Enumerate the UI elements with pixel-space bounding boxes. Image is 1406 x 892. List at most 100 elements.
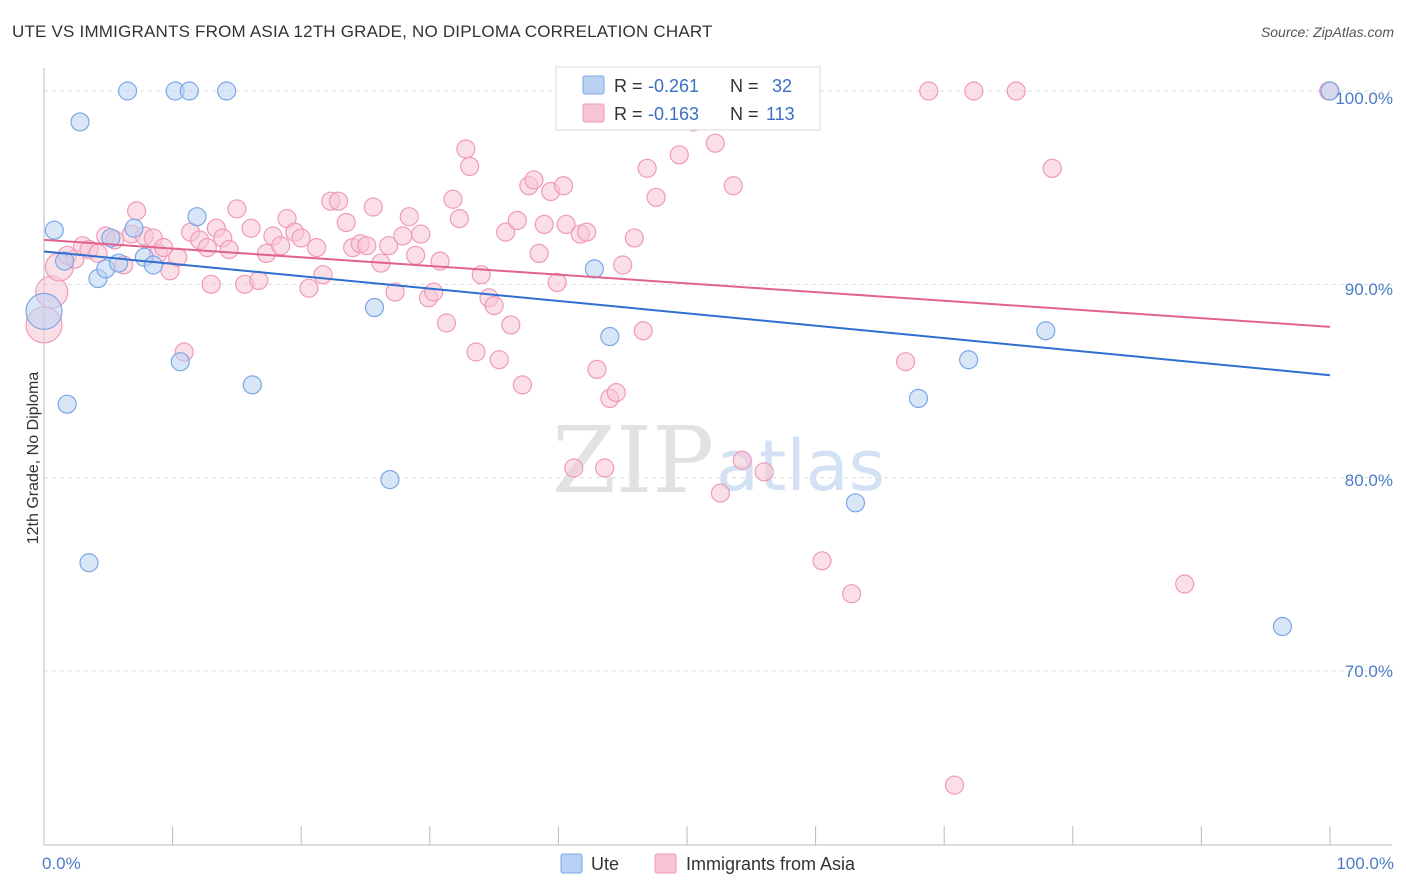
point-asia <box>556 214 576 234</box>
legend-n-value-asia: 113 <box>766 104 795 124</box>
point-asia <box>313 265 333 285</box>
point-asia <box>484 296 504 316</box>
point-asia <box>385 282 405 302</box>
point-asia <box>534 214 554 234</box>
y-tick-label-80: 80.0% <box>1345 471 1393 490</box>
chart-title: UTE VS IMMIGRANTS FROM ASIA 12TH GRADE, … <box>12 22 713 41</box>
point-asia <box>379 236 399 256</box>
point-asia <box>307 238 327 258</box>
point-ute <box>380 470 400 490</box>
trend-line-asia <box>43 238 1331 328</box>
point-asia <box>1042 158 1062 178</box>
point-asia <box>219 239 239 260</box>
point-asia <box>564 458 584 478</box>
series-legend: Ute Immigrants from Asia <box>560 853 856 874</box>
point-asia <box>646 187 666 207</box>
stats-legend: R = -0.261 N = 32 R = -0.163 N = 113 <box>555 66 821 131</box>
point-ute <box>79 553 99 573</box>
legend-r-value-ute: -0.261 <box>648 76 699 96</box>
series-legend-swatch-asia <box>654 853 677 874</box>
point-asia <box>424 282 444 302</box>
legend-swatch-ute <box>582 75 605 95</box>
point-ute <box>179 81 199 101</box>
point-ute <box>1320 81 1340 101</box>
point-asia <box>812 551 832 571</box>
point-asia <box>399 207 419 227</box>
point-asia <box>328 191 349 211</box>
point-asia <box>411 224 431 244</box>
point-asia <box>496 222 516 242</box>
point-asia <box>436 313 457 333</box>
series-legend-swatch-ute <box>560 853 583 874</box>
point-asia <box>553 176 574 196</box>
point-asia <box>449 209 469 229</box>
series-legend-label-ute: Ute <box>591 854 619 874</box>
point-asia <box>357 236 377 256</box>
point-ute <box>108 253 129 273</box>
point-asia <box>587 359 607 379</box>
point-asia <box>633 321 653 341</box>
point-asia <box>705 133 725 153</box>
legend-swatch-asia <box>582 103 605 123</box>
point-asia <box>524 170 544 190</box>
point-asia <box>336 212 356 233</box>
point-ute <box>1036 321 1056 341</box>
point-asia <box>241 218 261 238</box>
y-tick-label-70: 70.0% <box>1345 662 1393 681</box>
point-asia <box>271 236 291 256</box>
legend-n-label-ute: N = <box>730 76 759 96</box>
point-asia <box>595 458 615 478</box>
point-asia <box>227 199 247 219</box>
point-asia <box>710 483 731 503</box>
point-asia <box>443 189 463 209</box>
point-ute <box>908 388 929 408</box>
series-legend-label-asia: Immigrants from Asia <box>686 854 856 874</box>
point-ute <box>170 352 190 372</box>
point-asia <box>613 255 633 275</box>
point-asia <box>919 81 939 101</box>
point-asia <box>291 228 311 248</box>
point-asia <box>732 450 752 470</box>
point-ute <box>70 112 90 132</box>
point-asia <box>964 81 984 101</box>
point-ute <box>364 297 385 318</box>
legend-r-value-asia: -0.163 <box>648 104 699 124</box>
y-tick-label-100: 100.0% <box>1335 89 1393 108</box>
point-ute <box>101 228 121 248</box>
point-ute <box>187 207 207 227</box>
trend-lines <box>43 238 1331 377</box>
point-asia <box>723 176 743 196</box>
point-asia <box>637 158 657 178</box>
point-ute <box>117 81 138 101</box>
point-asia <box>507 210 527 231</box>
point-asia <box>529 243 549 263</box>
point-asia <box>512 375 532 395</box>
point-ute <box>44 220 64 240</box>
point-asia <box>126 201 147 221</box>
x-tick-label-min: 0.0% <box>42 854 81 873</box>
legend-r-label-ute: R = <box>614 76 643 96</box>
point-asia <box>944 775 965 795</box>
legend-n-value-ute: 32 <box>772 76 792 96</box>
point-ute <box>242 375 262 395</box>
point-ute <box>124 218 144 238</box>
point-asia <box>547 272 567 292</box>
point-asia <box>669 145 689 165</box>
point-asia <box>1175 574 1195 594</box>
point-asia <box>466 342 486 362</box>
point-ute <box>143 255 163 275</box>
point-asia <box>197 238 217 258</box>
point-asia <box>299 278 319 298</box>
point-ute <box>25 292 63 330</box>
point-asia <box>1006 81 1026 101</box>
point-asia <box>842 584 862 604</box>
point-asia <box>606 383 626 403</box>
point-asia <box>501 315 521 335</box>
chart-source: Source: ZipAtlas.com <box>1260 24 1394 40</box>
data-points <box>25 81 1340 795</box>
point-asia <box>489 350 509 370</box>
point-ute <box>584 259 605 279</box>
point-ute <box>54 251 75 271</box>
point-asia <box>393 226 413 246</box>
